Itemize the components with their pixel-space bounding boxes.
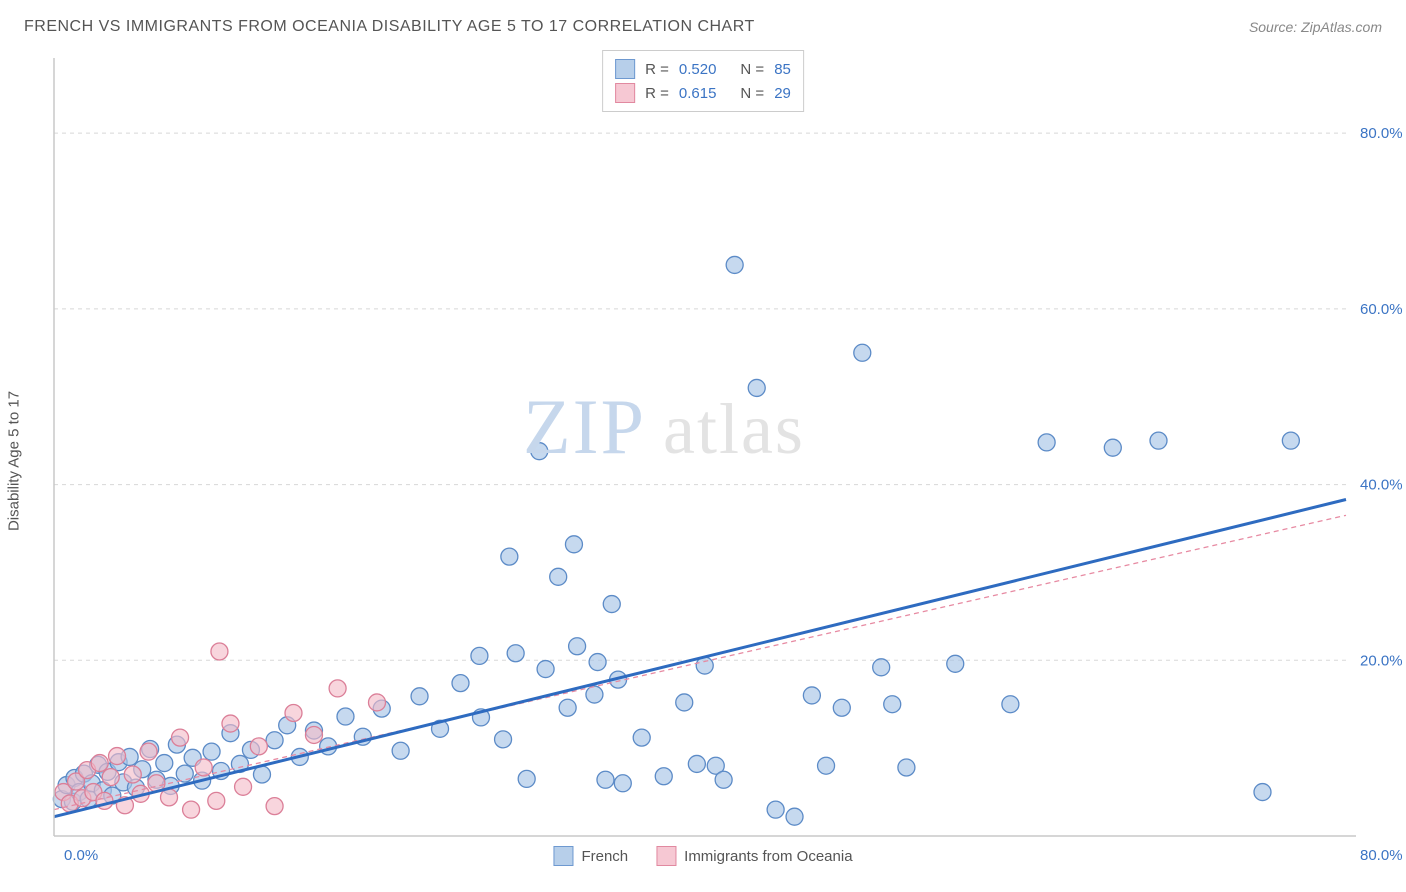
legend-label-french: French: [581, 848, 628, 865]
legend-label-oceania: Immigrants from Oceania: [684, 848, 852, 865]
source-label: Source: ZipAtlas.com: [1249, 19, 1382, 35]
svg-text:80.0%: 80.0%: [1360, 125, 1403, 142]
svg-text:60.0%: 60.0%: [1360, 301, 1403, 318]
chart-title: FRENCH VS IMMIGRANTS FROM OCEANIA DISABI…: [24, 18, 755, 36]
n-label: N =: [740, 61, 764, 78]
swatch-french: [553, 846, 573, 866]
stats-legend: R = 0.520 N = 85 R = 0.615 N = 29: [602, 50, 804, 112]
svg-text:20.0%: 20.0%: [1360, 652, 1403, 669]
swatch-oceania: [656, 846, 676, 866]
svg-text:80.0%: 80.0%: [1360, 847, 1403, 864]
r-value-oceania: 0.615: [679, 85, 717, 102]
series-legend: French Immigrants from Oceania: [553, 846, 852, 866]
legend-item-oceania: Immigrants from Oceania: [656, 846, 852, 866]
legend-item-french: French: [553, 846, 628, 866]
swatch-oceania: [615, 83, 635, 103]
stats-row-french: R = 0.520 N = 85: [615, 57, 791, 81]
svg-text:0.0%: 0.0%: [64, 847, 98, 864]
n-label: N =: [740, 85, 764, 102]
chart-area: Disability Age 5 to 17 20.0% 40.0% 60.0% 80…: [0, 46, 1406, 876]
scatter-plot-svg: 20.0% 40.0% 60.0% 80.0% 0.0% 80.0%: [0, 46, 1406, 876]
y-axis-label: Disability Age 5 to 17: [6, 391, 23, 531]
swatch-french: [615, 59, 635, 79]
n-value-french: 85: [774, 61, 791, 78]
stats-row-oceania: R = 0.615 N = 29: [615, 81, 791, 105]
r-label: R =: [645, 85, 669, 102]
svg-text:40.0%: 40.0%: [1360, 477, 1403, 494]
n-value-oceania: 29: [774, 85, 791, 102]
r-label: R =: [645, 61, 669, 78]
r-value-french: 0.520: [679, 61, 717, 78]
